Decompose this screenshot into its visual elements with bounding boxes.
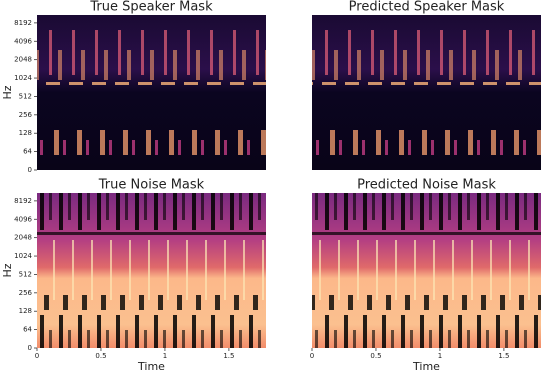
y-tick-label: 2048 — [14, 56, 32, 64]
y-tick-label: 8192 — [14, 19, 32, 27]
y-axis-label: Hz — [1, 85, 14, 99]
x-tick-label: 0 — [35, 352, 39, 360]
y-tick-label: 64 — [23, 326, 32, 334]
x-axis-label: Time — [412, 360, 440, 372]
y-tick-label: 128 — [19, 129, 32, 137]
mask-texture — [37, 15, 266, 170]
panel-title: True Speaker Mask — [89, 0, 213, 15]
y-tick-label: 0 — [28, 344, 32, 352]
x-tick-label: 0.5 — [95, 352, 106, 360]
y-tick-label: 2048 — [14, 234, 32, 242]
x-axis-label: Time — [137, 360, 165, 372]
y-tick-label: 1024 — [14, 252, 32, 260]
x-tick-label: 0 — [310, 352, 314, 360]
panel-title: True Noise Mask — [98, 178, 205, 193]
y-tick-label: 4096 — [14, 215, 32, 223]
x-tick-label: 1 — [163, 352, 167, 360]
mask-texture — [312, 15, 541, 170]
x-tick-label: 0.5 — [370, 352, 381, 360]
y-tick-label: 8192 — [14, 197, 32, 205]
y-tick-label: 256 — [19, 111, 33, 119]
y-tick-label: 256 — [19, 289, 33, 297]
y-tick-label: 512 — [19, 92, 32, 100]
panel-title: Predicted Noise Mask — [357, 178, 496, 193]
y-tick-label: 128 — [19, 307, 32, 315]
y-tick-label: 1024 — [14, 74, 32, 82]
y-tick-label: 64 — [23, 148, 32, 156]
mask-texture — [312, 193, 541, 348]
x-tick-label: 1 — [438, 352, 442, 360]
x-tick-label: 1.5 — [223, 352, 234, 360]
mask-texture — [37, 193, 266, 348]
y-tick-label: 0 — [28, 166, 32, 174]
y-axis-label: Hz — [1, 263, 14, 277]
x-tick-label: 1.5 — [498, 352, 509, 360]
panel-title: Predicted Speaker Mask — [349, 0, 505, 15]
y-tick-label: 512 — [19, 270, 32, 278]
y-tick-label: 4096 — [14, 37, 32, 45]
